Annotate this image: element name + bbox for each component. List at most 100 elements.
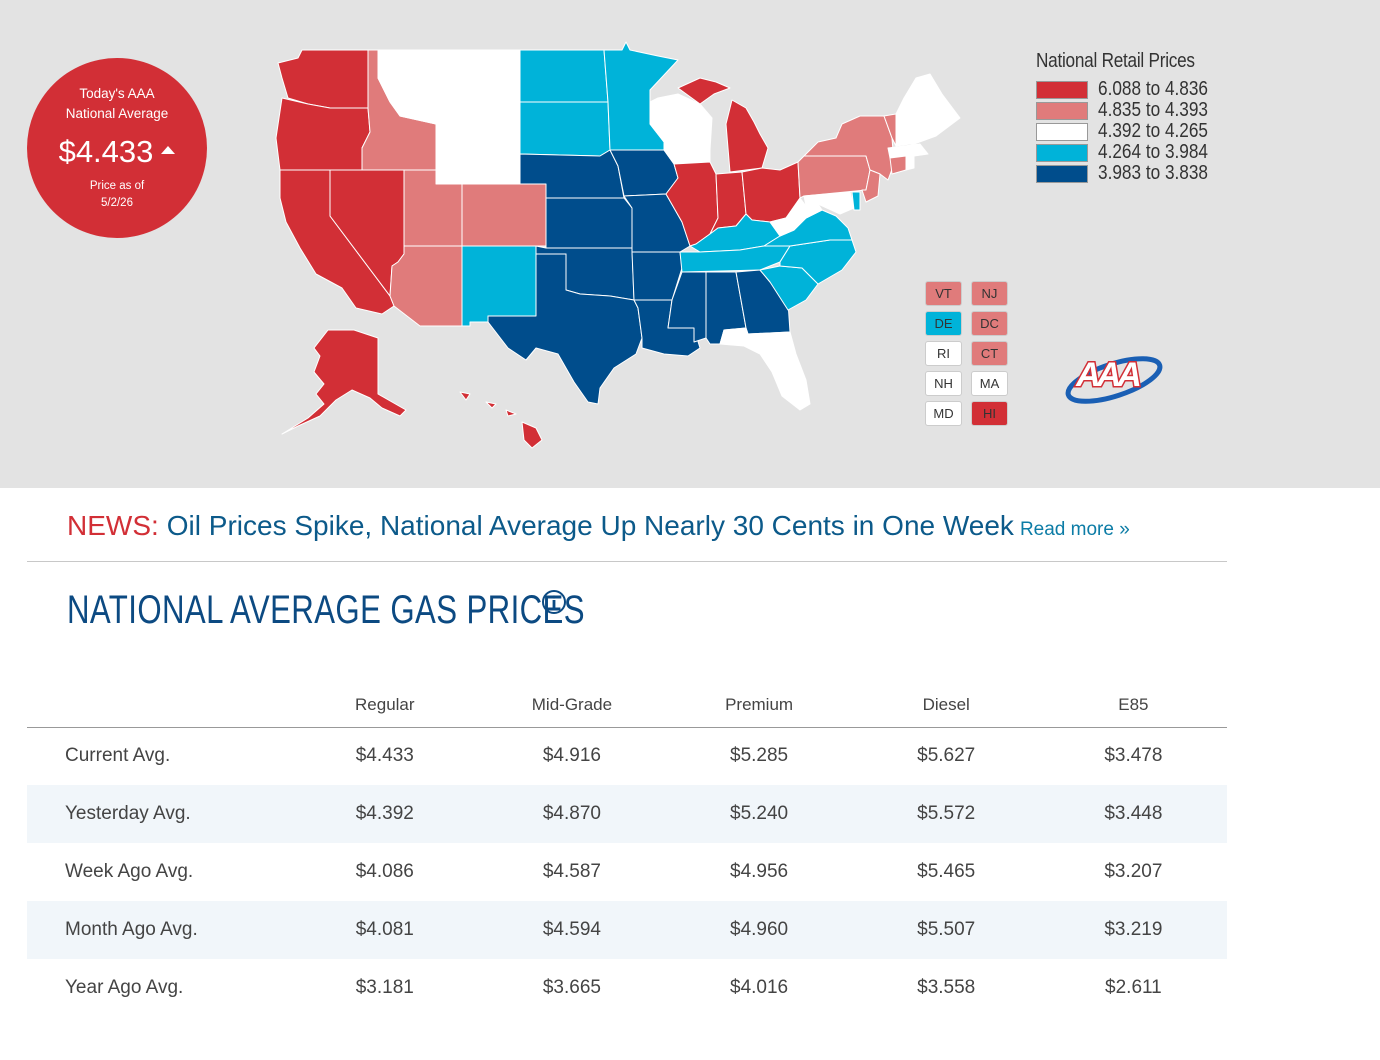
table-row: Month Ago Avg. $4.081 $4.594 $4.960 $5.5… [27, 901, 1227, 959]
price-cell: $4.392 [291, 785, 479, 843]
news-banner: NEWS: Oil Prices Spike, National Average … [67, 510, 1130, 542]
state-box-ma[interactable]: MA [971, 371, 1008, 396]
price-cell: $3.558 [917, 977, 976, 998]
legend-row: 6.088 to 4.836 [1036, 78, 1226, 100]
aaa-logo: AAA [1065, 355, 1163, 404]
info-circle-icon[interactable] [541, 589, 567, 615]
badge-price-row: $4.433 [27, 134, 207, 170]
state-CO[interactable] [461, 183, 547, 247]
state-NJ[interactable] [861, 169, 881, 203]
legend-range: 6.088 to 4.836 [1098, 78, 1208, 100]
state-RI[interactable] [905, 155, 915, 171]
price-cell: $3.219 [1039, 901, 1227, 959]
legend-swatch [1036, 101, 1088, 120]
news-label: NEWS: [67, 510, 159, 541]
column-header: E85 [1039, 686, 1227, 728]
aaa-logo-text: AAA [1075, 356, 1140, 394]
state-AK[interactable] [281, 329, 407, 435]
state-DE[interactable] [851, 191, 861, 211]
table-row: Year Ago Avg. $3.181 $3.665 $4.016 $3.55… [27, 959, 1227, 1017]
price-cell: $3.181 [355, 977, 414, 998]
legend-swatch [1036, 122, 1088, 141]
state-AR[interactable] [631, 251, 683, 301]
state-box-nh[interactable]: NH [925, 371, 962, 396]
legend-row: 4.392 to 4.265 [1036, 120, 1226, 142]
state-OR[interactable] [275, 97, 371, 171]
column-header: Regular [291, 686, 479, 728]
price-cell: $4.086 [355, 861, 414, 882]
price-cell: $3.478 [1104, 745, 1163, 767]
state-AZ[interactable] [389, 245, 463, 327]
badge-line2: National Average [65, 106, 169, 121]
column-header: Premium [665, 686, 853, 728]
price-cell: $4.016 [730, 977, 789, 998]
state-MI-upper[interactable] [677, 77, 731, 105]
price-map-panel: Today's AAA National Average $4.433 Pric… [0, 0, 1380, 488]
table-row: Current Avg. $4.433 $4.916 $5.285 $5.627… [27, 727, 1227, 785]
legend-range: 4.835 to 4.393 [1098, 99, 1208, 121]
state-ND[interactable] [519, 49, 609, 103]
state-box-dc[interactable]: DC [971, 311, 1008, 336]
legend-swatch [1036, 164, 1088, 183]
legend-row: 3.983 to 3.838 [1036, 162, 1226, 184]
section-divider [27, 561, 1227, 562]
gas-price-table: Regular Mid-Grade Premium Diesel E85 Cur… [27, 686, 1227, 1017]
state-box-hi[interactable]: HI [971, 401, 1008, 426]
row-label: Week Ago Avg. [65, 861, 194, 882]
state-WY[interactable] [435, 119, 521, 185]
national-average-badge: Today's AAA National Average $4.433 Pric… [27, 58, 207, 238]
state-KS[interactable] [545, 197, 633, 249]
table-row: Yesterday Avg. $4.392 $4.870 $5.240 $5.5… [27, 785, 1227, 843]
price-cell: $3.207 [1104, 861, 1163, 882]
news-headline-link[interactable]: Oil Prices Spike, National Average Up Ne… [166, 510, 1014, 541]
state-MI[interactable] [725, 99, 769, 173]
state-NM[interactable] [461, 245, 537, 327]
badge-line1: Today's AAA [79, 86, 155, 101]
state-FL[interactable] [719, 327, 811, 411]
price-cell: $5.285 [730, 745, 789, 767]
state-box-md[interactable]: MD [925, 401, 962, 426]
price-cell: $5.572 [852, 785, 1040, 843]
legend-swatch [1036, 80, 1088, 99]
price-cell: $4.587 [542, 861, 601, 882]
state-TX[interactable] [487, 253, 643, 405]
legend-title: National Retail Prices [1036, 50, 1195, 72]
row-label: Year Ago Avg. [65, 977, 184, 998]
state-CT[interactable] [889, 155, 907, 175]
legend-range: 3.983 to 3.838 [1098, 162, 1208, 184]
section-title: NATIONAL AVERAGE GAS PRICES [67, 588, 731, 633]
row-label: Month Ago Avg. [27, 901, 292, 959]
table-row: Week Ago Avg. $4.086 $4.587 $4.956 $5.46… [27, 843, 1227, 901]
column-header: Diesel [852, 686, 1040, 728]
badge-date-label: Price as of [89, 180, 145, 192]
state-box-ri[interactable]: RI [925, 341, 962, 366]
state-MD[interactable] [803, 191, 855, 215]
state-SD[interactable] [519, 101, 611, 157]
state-HI[interactable] [459, 391, 543, 449]
row-label: Current Avg. [65, 745, 171, 767]
legend-row: 4.835 to 4.393 [1036, 99, 1226, 121]
price-cell: $4.594 [478, 901, 666, 959]
state-box-vt[interactable]: VT [925, 281, 962, 306]
table-header-row: Regular Mid-Grade Premium Diesel E85 [27, 686, 1227, 728]
state-box-ct[interactable]: CT [971, 341, 1008, 366]
legend-range: 4.392 to 4.265 [1098, 120, 1208, 142]
legend-range: 4.264 to 3.984 [1098, 141, 1208, 163]
legend-swatch [1036, 143, 1088, 162]
state-box-de[interactable]: DE [925, 311, 962, 336]
badge-date: 5/2/26 [101, 197, 133, 209]
price-cell: $3.665 [542, 977, 601, 998]
price-up-arrow-icon [161, 145, 176, 154]
row-label: Yesterday Avg. [27, 785, 292, 843]
state-MT[interactable] [377, 49, 521, 125]
badge-price: $4.433 [58, 134, 154, 169]
us-state-price-map[interactable] [270, 38, 970, 458]
price-legend: National Retail Prices 6.088 to 4.836 4.… [1036, 50, 1226, 184]
read-more-link[interactable]: Read more » [1019, 519, 1130, 540]
state-ME[interactable] [903, 73, 961, 145]
price-cell: $4.081 [291, 901, 479, 959]
state-box-nj[interactable]: NJ [971, 281, 1008, 306]
column-header: Mid-Grade [478, 686, 666, 728]
state-WA[interactable] [277, 49, 369, 109]
state-MA[interactable] [887, 143, 929, 159]
